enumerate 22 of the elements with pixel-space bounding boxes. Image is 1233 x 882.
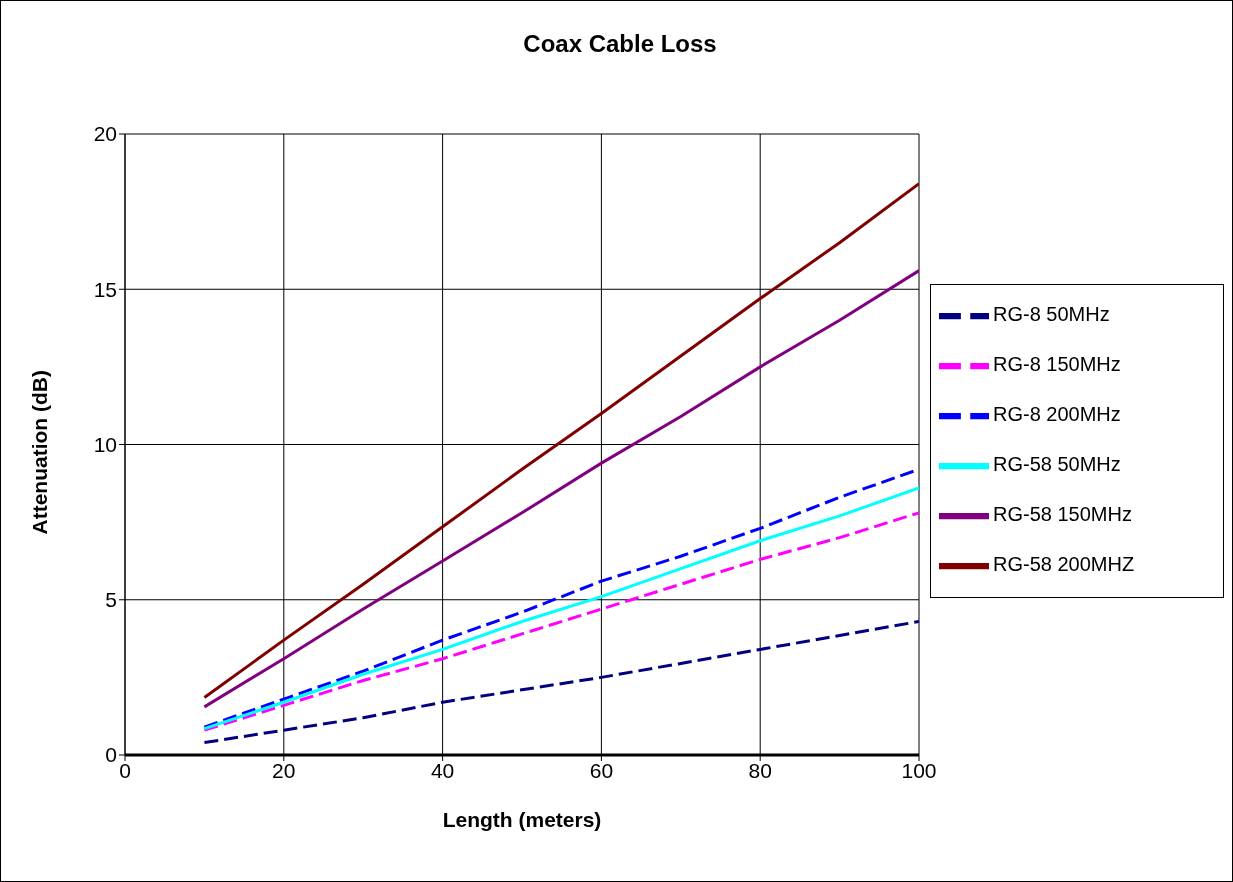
line-series — [202, 269, 919, 709]
x-axis-title: Length (meters) — [442, 808, 602, 831]
legend-label: RG-8 150MHz — [993, 353, 1121, 376]
legend-label: RG-58 150MHz — [993, 503, 1132, 526]
y-tick-label: 20 — [93, 122, 117, 146]
legend-label: RG-8 50MHz — [993, 303, 1110, 326]
x-tick-label: 80 — [748, 758, 772, 782]
y-tick-label: 15 — [93, 277, 117, 301]
legend-label: RG-58 200MHZ — [993, 553, 1135, 576]
legend-label: RG-8 200MHz — [993, 403, 1121, 426]
legend-label: RG-58 50MHz — [993, 453, 1121, 476]
y-tick-label: 5 — [105, 588, 117, 612]
chart-title: Coax Cable Loss — [522, 30, 718, 58]
line-series — [202, 619, 919, 745]
y-tick-label: 10 — [93, 432, 117, 456]
x-tick-label: 20 — [272, 758, 296, 782]
x-tick-label: 60 — [589, 758, 614, 782]
x-tick-label: 100 — [901, 758, 937, 782]
y-tick-label: 0 — [105, 743, 117, 767]
y-axis-title: Attenuation (dB) — [28, 370, 52, 535]
line-series — [202, 182, 919, 700]
x-tick-label: 40 — [430, 758, 455, 782]
